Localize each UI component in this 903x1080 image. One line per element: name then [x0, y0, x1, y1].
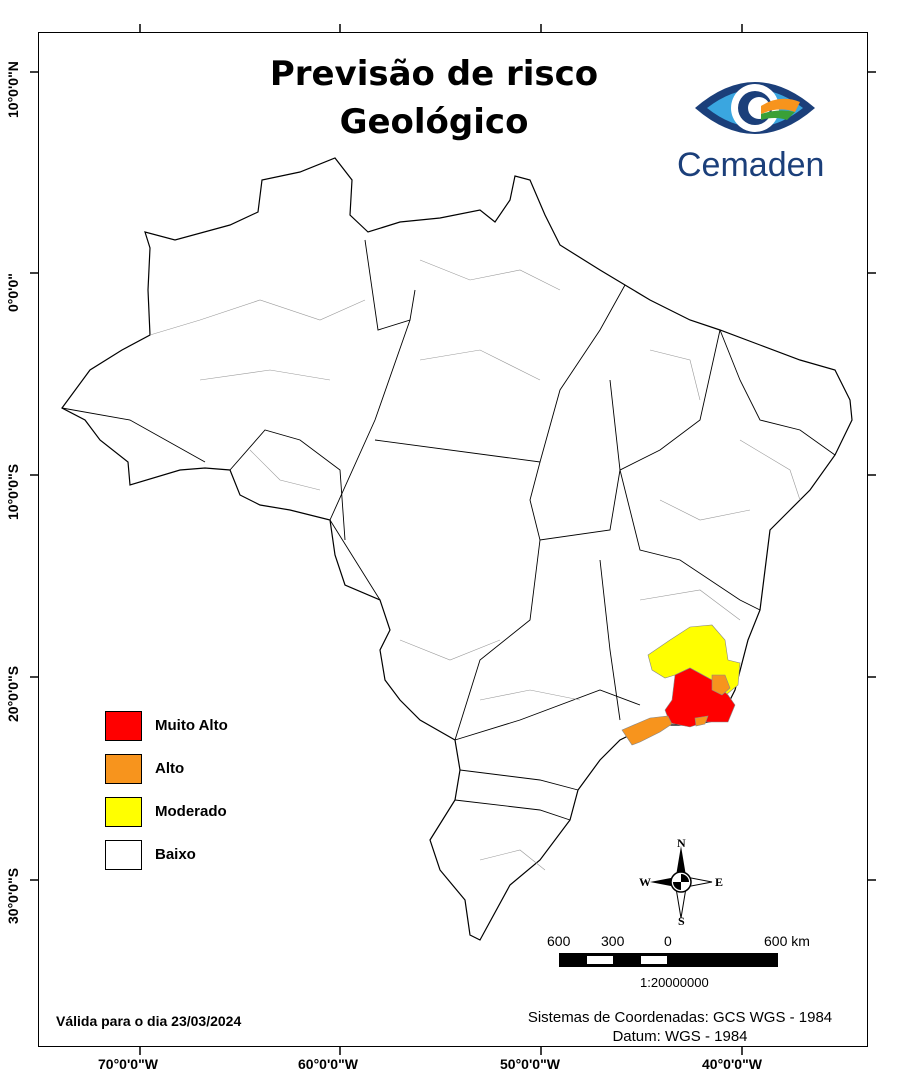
lon-label: 70°0'0"W	[98, 1056, 158, 1072]
logo-text: Cemaden	[677, 146, 825, 184]
compass-e: E	[715, 875, 724, 889]
state-borders	[61, 239, 836, 821]
legend-swatch-moderado	[105, 797, 142, 827]
legend-swatch-muito-alto	[105, 711, 142, 741]
municipal-borders	[149, 259, 801, 871]
datum-line: Datum: WGS - 1984	[612, 1028, 748, 1045]
scale-label: 0	[664, 933, 672, 949]
lon-label: 60°0'0"W	[298, 1056, 358, 1072]
legend-label: Moderado	[155, 803, 227, 820]
legend-swatch-baixo	[105, 840, 142, 870]
brazil-outline	[61, 157, 853, 941]
map-title-line1: Previsão de risco	[269, 54, 599, 94]
risk-area-alto	[694, 715, 709, 727]
map-frame	[38, 32, 868, 1047]
scale-label: 300	[601, 933, 625, 949]
validity-text: Válida para o dia 23/03/2024	[56, 1013, 241, 1029]
lon-label: 40°0'0"W	[702, 1056, 762, 1072]
cemaden-logo: Cemaden	[675, 66, 835, 186]
legend-label: Baixo	[155, 846, 196, 863]
legend-label: Alto	[155, 760, 185, 777]
compass-w: W	[639, 875, 651, 889]
eye-logo-icon	[695, 82, 815, 134]
compass-n: N	[677, 836, 686, 850]
risk-area-alto	[711, 674, 731, 696]
legend-label: Muito Alto	[155, 717, 228, 734]
map-title-line2: Geológico	[339, 102, 529, 142]
compass-rose-icon	[650, 846, 713, 919]
scale-ratio: 1:20000000	[640, 975, 709, 990]
risk-area-muito-alto	[664, 667, 736, 728]
lon-label: 50°0'0"W	[500, 1056, 560, 1072]
scale-label: 600 km	[764, 933, 810, 949]
risk-area-alto	[621, 715, 673, 746]
coord-system-line: Sistemas de Coordenadas: GCS WGS - 1984	[527, 1009, 833, 1026]
validity-prefix: Válida para o dia	[56, 1013, 168, 1029]
legend-swatch-alto	[105, 754, 142, 784]
scale-bar-graphic	[559, 953, 778, 967]
coordinate-system: Sistemas de Coordenadas: GCS WGS - 1984 …	[480, 1008, 880, 1046]
validity-date: 23/03/2024	[171, 1013, 242, 1029]
north-arrow: N S E W	[636, 836, 726, 928]
scale-label: 600	[547, 933, 571, 949]
compass-s: S	[678, 914, 685, 928]
